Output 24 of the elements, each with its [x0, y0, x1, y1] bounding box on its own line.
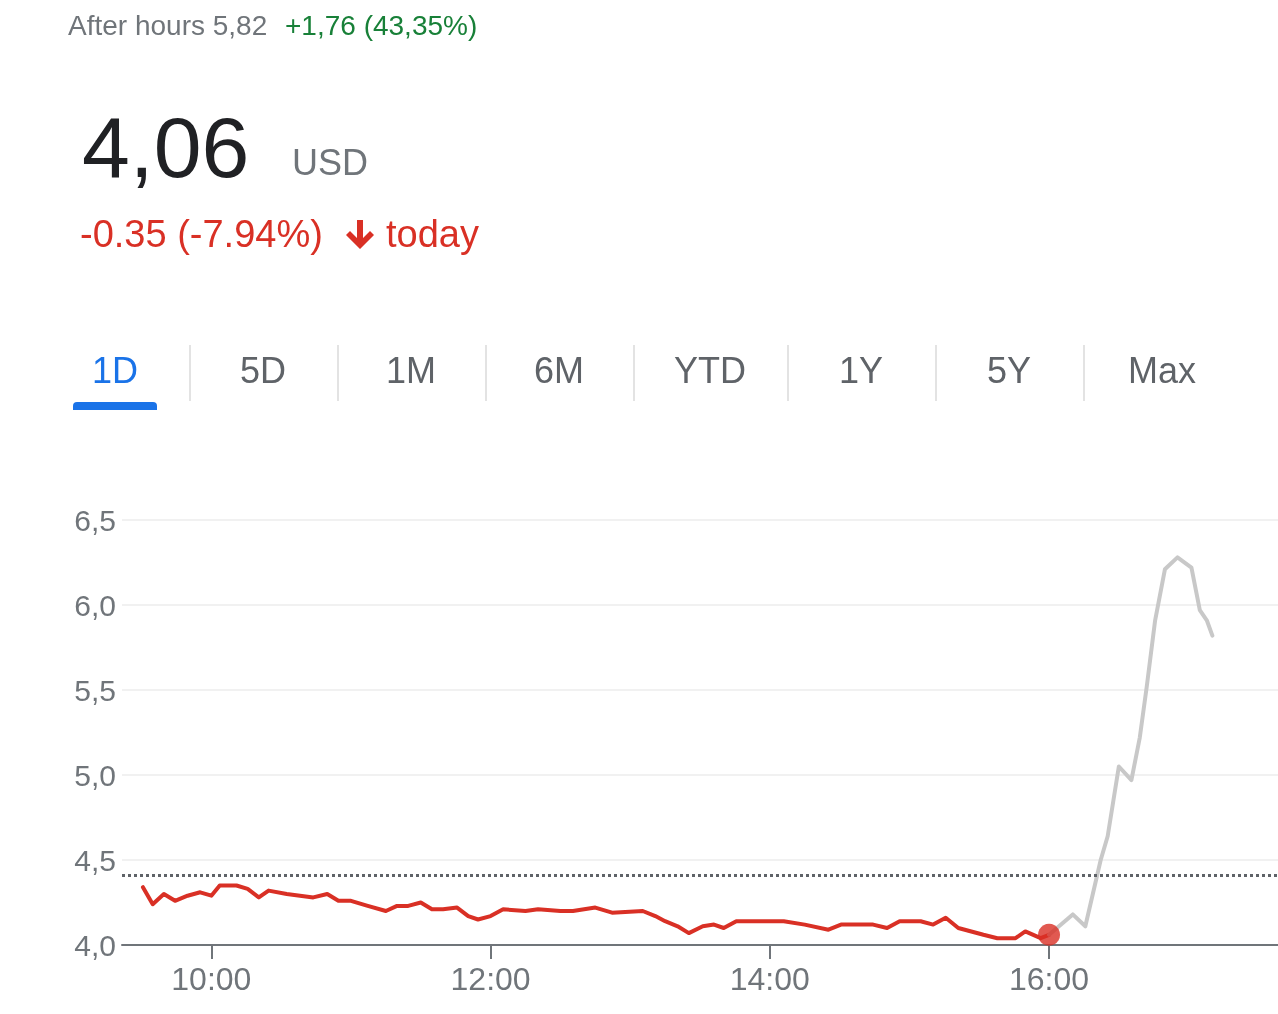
text: 5Y [986, 350, 1032, 392]
text: 1M [385, 350, 437, 392]
x-tick-label: 14:00 [729, 961, 810, 997]
y-tick-label: 6,0 [74, 588, 116, 622]
text: Max [1127, 350, 1197, 392]
text: USD [292, 142, 369, 184]
text: 1Y [838, 350, 884, 392]
text: 6M [533, 350, 585, 392]
x-tick-label: 12:00 [450, 961, 531, 997]
x-tick-label: 10:00 [171, 961, 252, 997]
text: After hours 5,82 [68, 10, 268, 42]
text: 5D [239, 350, 287, 392]
text: today [386, 213, 479, 256]
y-tick-label: 6,5 [74, 503, 116, 537]
text: +1,76 (43,35%) [285, 10, 478, 42]
y-tick-label: 4,5 [74, 843, 116, 877]
y-tick-label: 5,5 [74, 673, 116, 707]
chart-title: 4,06 [82, 98, 250, 197]
text: YTD [674, 350, 746, 392]
y-tick-label: 5,0 [74, 758, 116, 792]
y-tick-label: 4,0 [74, 928, 116, 962]
chart-subtitle: -0.35 (-7.94%) [80, 213, 323, 256]
x-tick-label: 16:00 [1008, 961, 1090, 997]
text: 1D [91, 350, 139, 392]
